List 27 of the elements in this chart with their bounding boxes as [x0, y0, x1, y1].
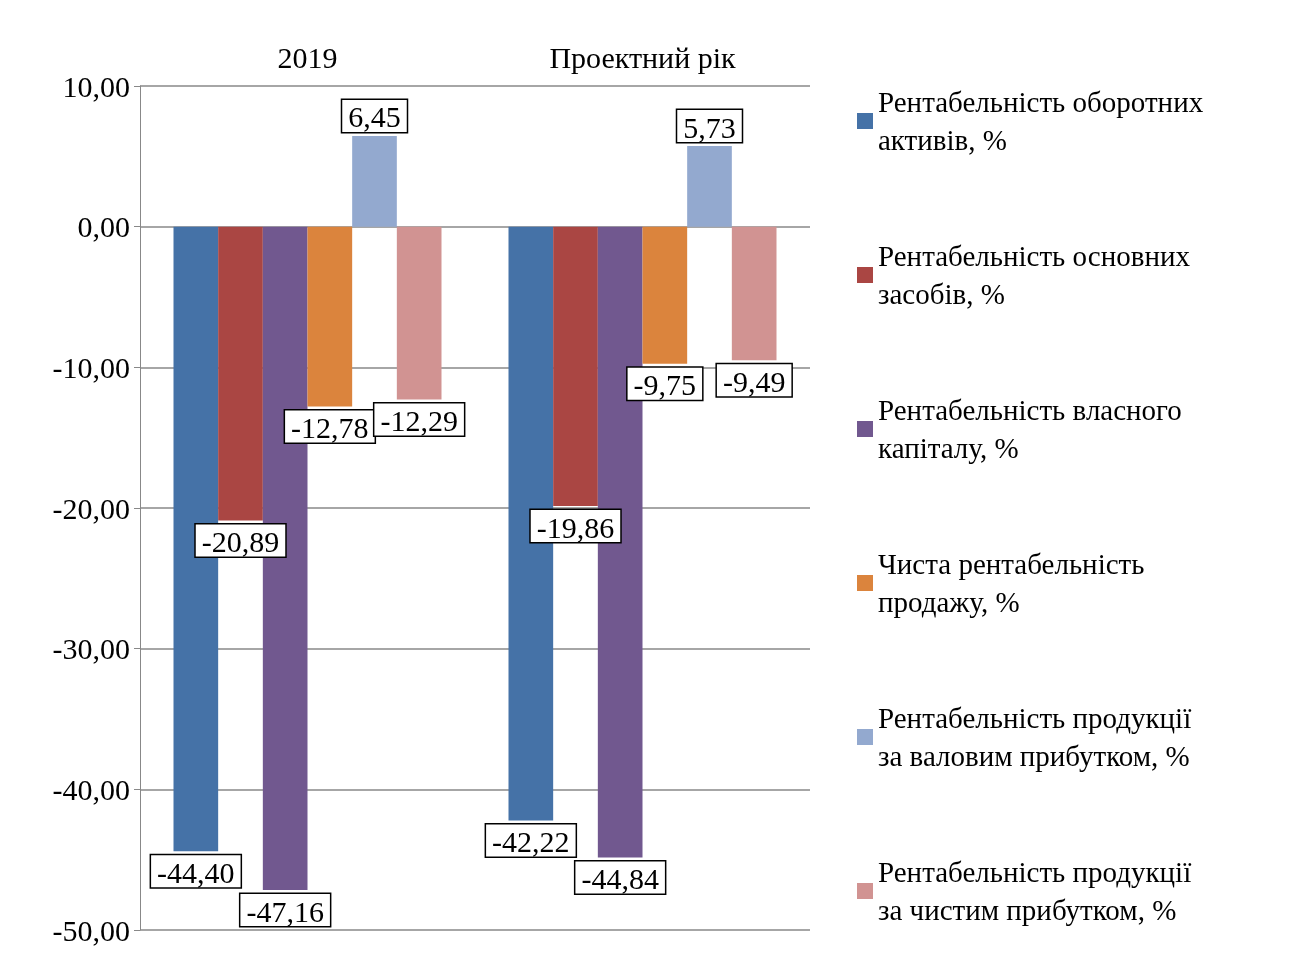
data-label: -47,16 — [246, 894, 324, 928]
y-tick-label: -20,00 — [52, 491, 130, 525]
legend-label: Рентабельність продукції за чистим прибутком, % — [878, 856, 1192, 926]
data-label: -42,22 — [492, 825, 570, 859]
y-tick-label: 0,00 — [77, 210, 130, 244]
data-label: -20,89 — [201, 525, 280, 559]
data-label: -19,86 — [536, 510, 615, 544]
legend-label: Рентабельність основних засобів, % — [878, 240, 1191, 310]
data-label: -44,84 — [581, 861, 659, 895]
legend-label: Чиста рентабельність продажу, % — [878, 548, 1145, 618]
x-tick-label: 2019 — [277, 40, 338, 74]
legend-label: Рентабельність власного капіталу, % — [878, 394, 1182, 464]
data-label: -9,49 — [722, 364, 786, 398]
data-label: -44,40 — [157, 855, 235, 889]
x-tick-label: Проектний рік — [549, 40, 737, 74]
legend-label: Рентабельність продукції за валовим прибутком, % — [878, 702, 1192, 772]
y-tick-label: 10,00 — [62, 69, 130, 103]
y-tick-label: -10,00 — [52, 350, 130, 384]
data-label: -12,29 — [380, 404, 458, 438]
legend-label: Рентабельність оборотних активів, % — [878, 86, 1204, 156]
y-tick-label: -30,00 — [52, 632, 130, 666]
data-label: 5,73 — [683, 110, 736, 144]
data-label: -9,75 — [633, 368, 697, 402]
data-label: -12,78 — [291, 410, 369, 444]
y-tick-label: -50,00 — [52, 913, 130, 947]
y-tick-label: -40,00 — [52, 772, 130, 806]
data-label: 6,45 — [348, 100, 401, 134]
